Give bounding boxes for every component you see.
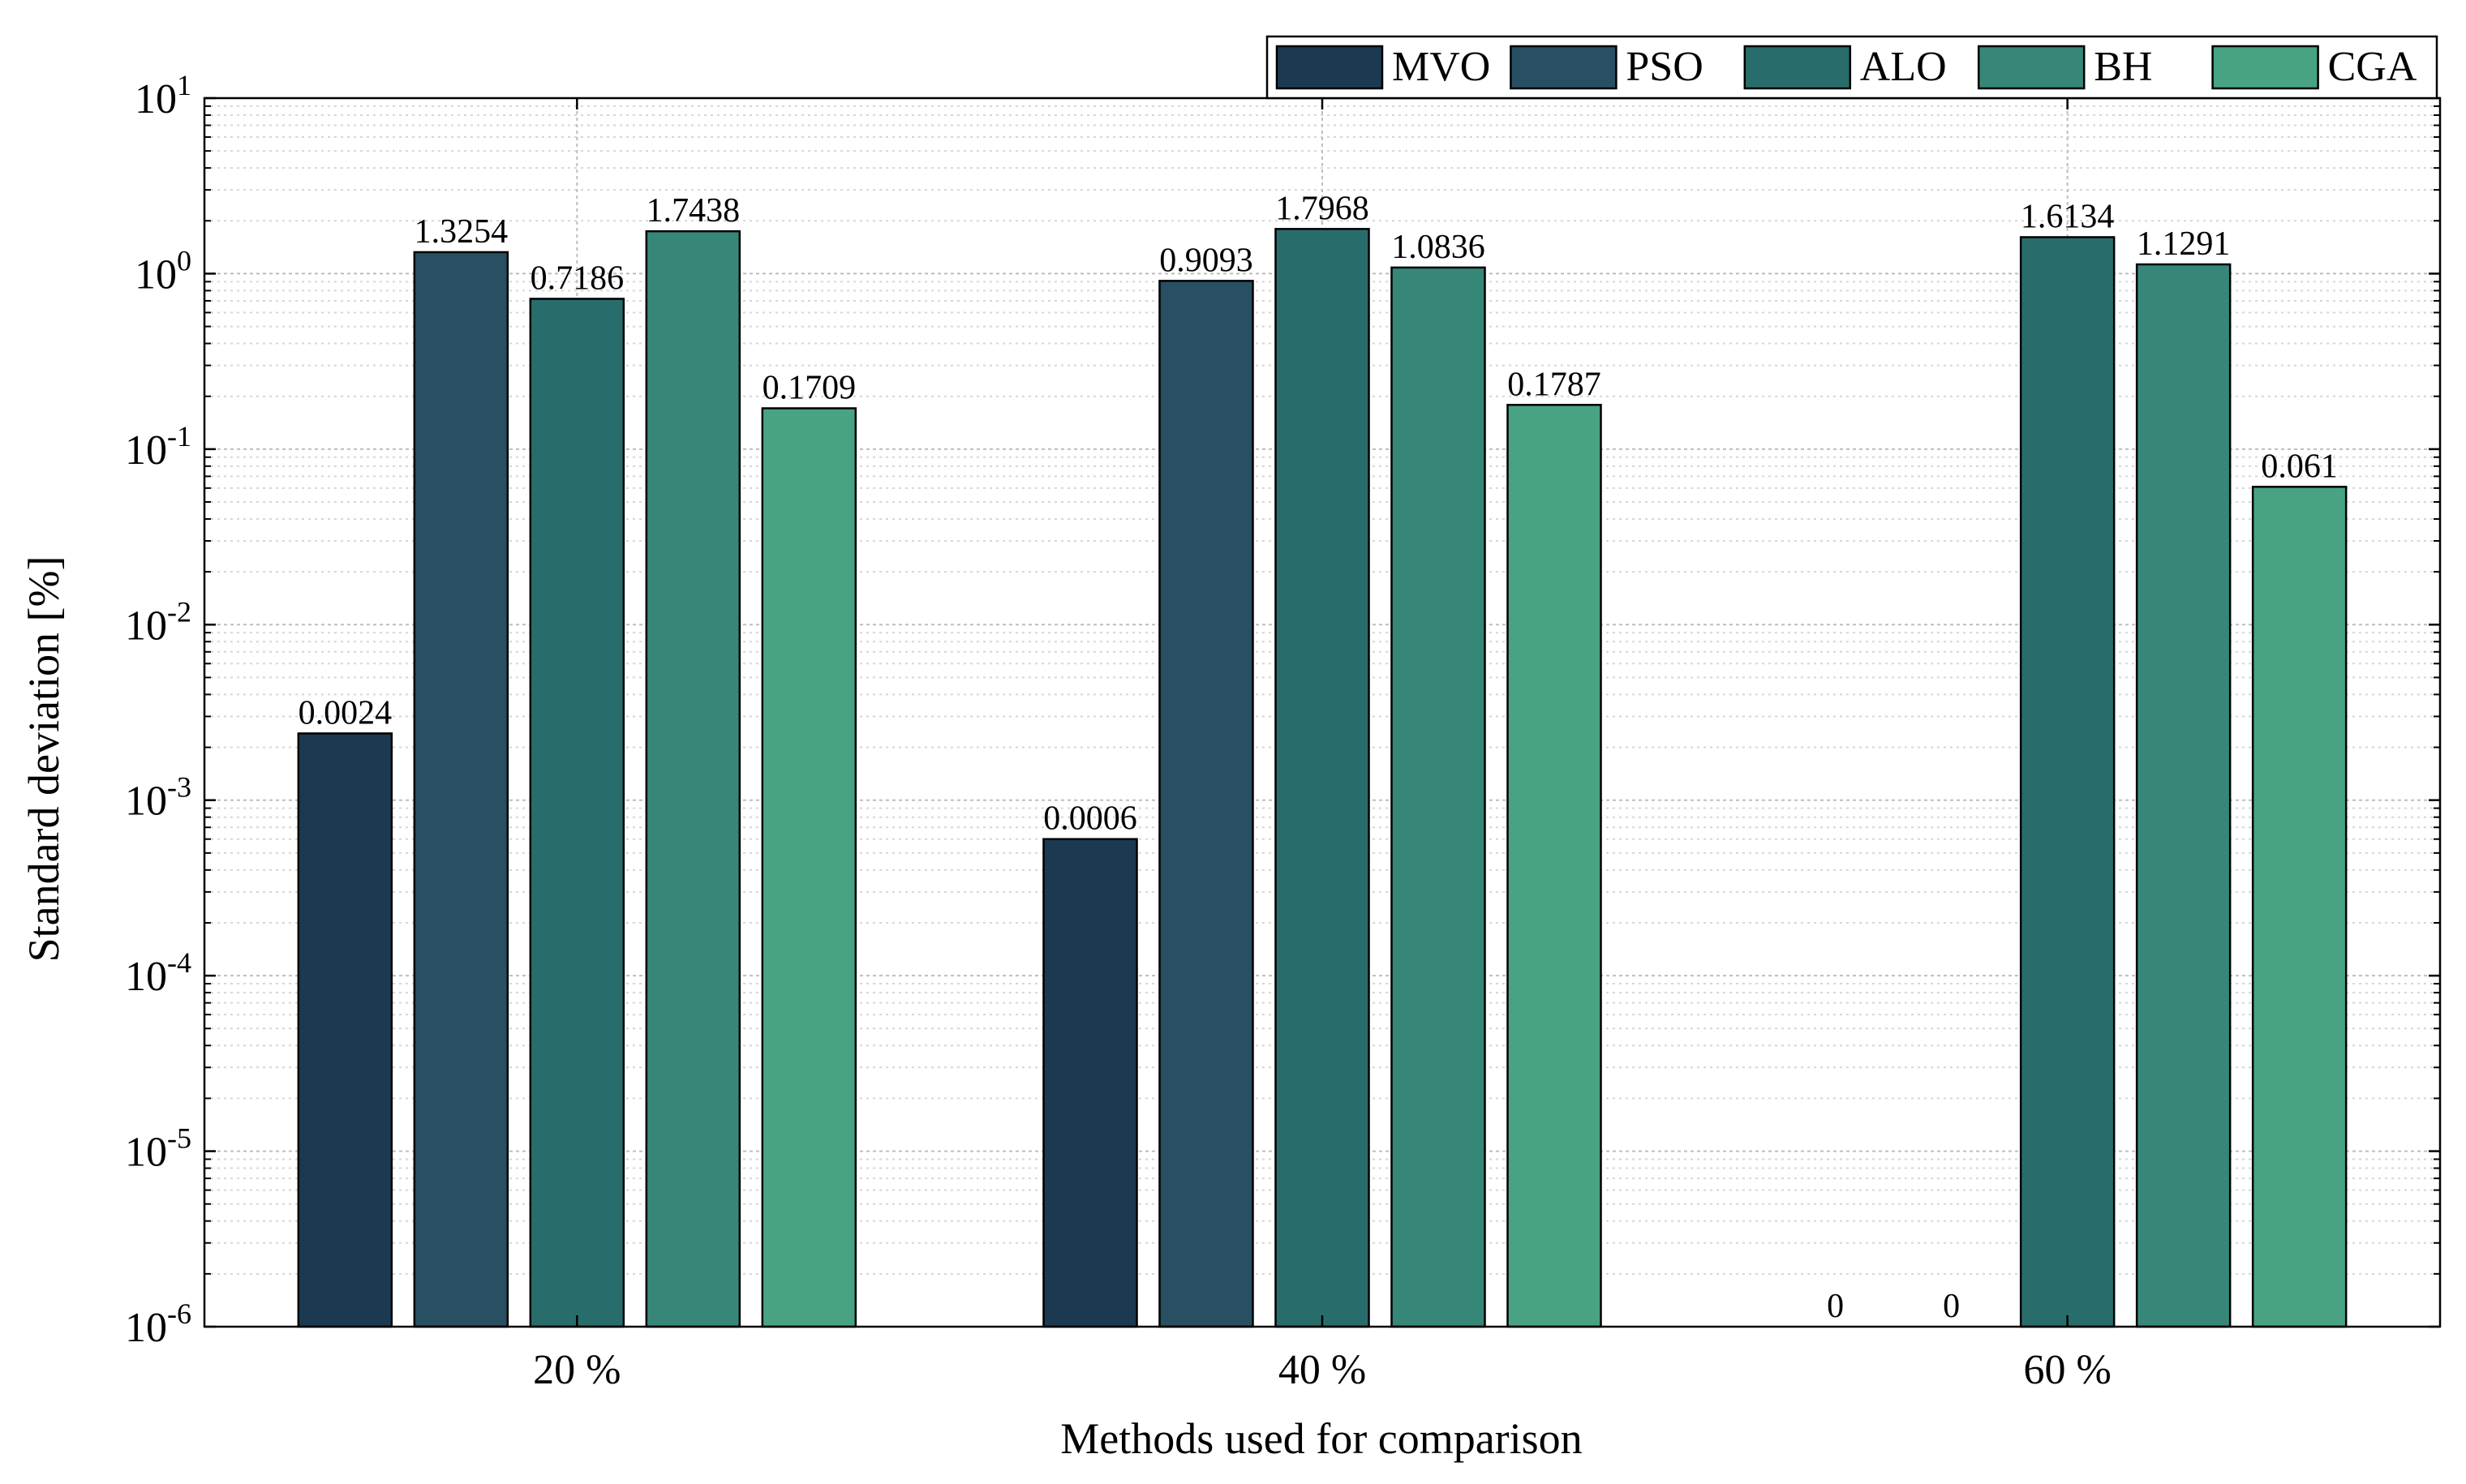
data-label: 0.1709	[763, 369, 857, 406]
data-label: 0.0024	[299, 694, 393, 731]
legend-swatch-pso	[1510, 45, 1618, 90]
data-label: 0	[1943, 1288, 1960, 1325]
data-label: 1.3254	[415, 213, 509, 251]
data-label: 0.061	[2261, 448, 2338, 485]
bar-cga	[1506, 404, 1602, 1328]
legend-swatch-mvo	[1275, 45, 1384, 90]
data-label: 0.9093	[1159, 242, 1253, 279]
x-tick-label: 20 %	[533, 1347, 621, 1393]
bar-bh	[2135, 263, 2232, 1328]
data-label: 0.1787	[1507, 366, 1601, 403]
y-tick-label: 101	[135, 69, 191, 122]
x-tick-label: 40 %	[1278, 1347, 1366, 1393]
x-tick-label: 60 %	[2024, 1347, 2112, 1393]
bar-alo	[2019, 236, 2116, 1328]
legend-label-mvo: MVO	[1392, 44, 1490, 90]
y-tick-label: 10-4	[125, 946, 191, 1000]
data-label: 0	[1827, 1288, 1844, 1325]
y-tick-label: 10-6	[125, 1297, 191, 1351]
data-label: 0.7186	[531, 259, 625, 297]
data-label: 1.0836	[1391, 229, 1485, 266]
bar-cga	[761, 407, 857, 1328]
legend-label-pso: PSO	[1626, 44, 1703, 90]
bar-pso	[413, 251, 509, 1328]
bar-bh	[645, 229, 741, 1328]
bar-bh	[1390, 266, 1486, 1328]
data-labels: 0.0024 0.0006 0 1.3254 0.9093 0 0.7186 1.7968 1.…	[299, 190, 2338, 1325]
data-label: 1.1291	[2137, 225, 2231, 263]
legend-label-bh: BH	[2094, 44, 2152, 90]
y-tick-label: 10-5	[125, 1122, 191, 1176]
bar-mvo	[297, 732, 393, 1328]
bars	[297, 228, 2348, 1328]
bar-cga	[2251, 486, 2348, 1328]
data-label: 1.7438	[647, 192, 741, 229]
data-label: 1.6134	[2021, 198, 2115, 235]
x-axis-title: Methods used for comparison	[1060, 1414, 1582, 1463]
legend-swatch-bh	[1977, 45, 2086, 90]
bar-alo	[1274, 228, 1370, 1328]
legend: MVO PSO ALO BH CGA	[1265, 35, 2438, 100]
legend-swatch-alo	[1743, 45, 1852, 90]
y-tick-label: 10-1	[125, 420, 191, 474]
bar-mvo	[1042, 838, 1138, 1328]
y-tick-label: 10-2	[125, 595, 191, 649]
y-tick-label: 10-3	[125, 771, 191, 825]
data-label: 1.7968	[1275, 190, 1369, 227]
legend-swatch-cga	[2211, 45, 2319, 90]
bar-pso	[1158, 280, 1254, 1328]
bar-alo	[529, 298, 625, 1328]
axes: 101 100 10-1 10-2 10-3 10-4 10-5 10-6 20 % 40 % 60…	[125, 69, 2442, 1393]
y-axis-title: Standard deviation [%]	[19, 556, 68, 963]
legend-label-cga: CGA	[2328, 44, 2417, 90]
data-label: 0.0006	[1043, 800, 1137, 838]
y-tick-label: 100	[135, 244, 191, 298]
legend-label-alo: ALO	[1860, 44, 1947, 90]
